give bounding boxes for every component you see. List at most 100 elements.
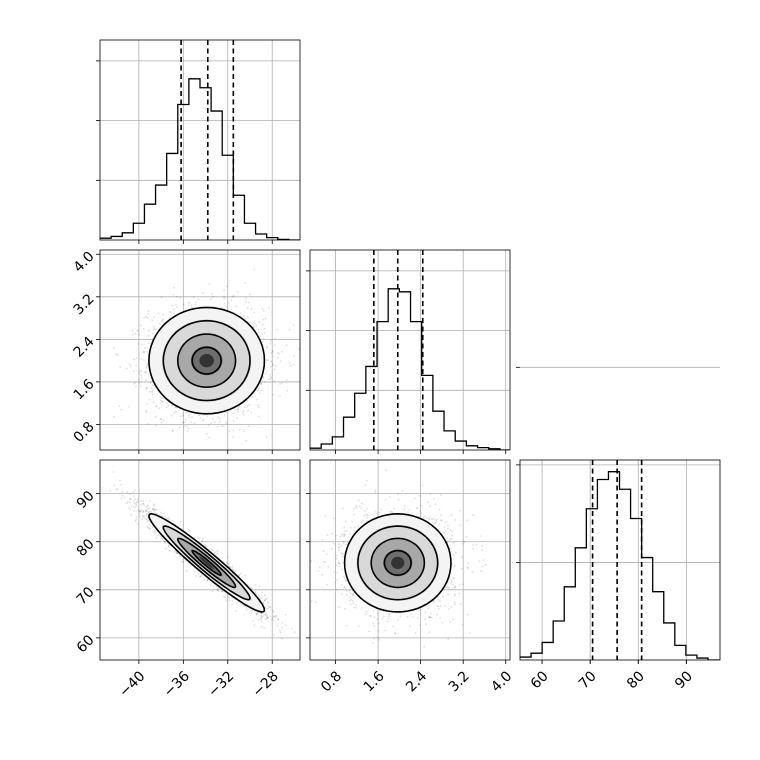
sample-point bbox=[134, 332, 137, 335]
sample-point bbox=[149, 381, 152, 384]
sample-point bbox=[183, 425, 186, 428]
sample-point bbox=[235, 305, 238, 308]
scatter-a-frame bbox=[99, 249, 301, 451]
sample-point bbox=[244, 406, 246, 409]
sample-point bbox=[292, 363, 295, 366]
sample-point bbox=[236, 408, 239, 411]
sample-point bbox=[140, 370, 143, 372]
sample-point bbox=[254, 590, 257, 593]
sample-point bbox=[147, 508, 149, 511]
sample-point bbox=[120, 483, 122, 486]
sample-point bbox=[148, 507, 151, 510]
sample-point bbox=[253, 311, 256, 314]
sample-point bbox=[188, 416, 191, 419]
sample-point bbox=[267, 607, 269, 610]
sample-point bbox=[146, 363, 149, 365]
sample-point bbox=[158, 322, 161, 325]
sample-point bbox=[263, 599, 266, 602]
sample-point bbox=[257, 389, 259, 392]
sample-point bbox=[241, 412, 244, 414]
sample-point bbox=[272, 380, 275, 382]
sample-point bbox=[263, 599, 266, 602]
sample-point bbox=[270, 376, 273, 379]
sample-point bbox=[134, 385, 137, 388]
sample-point bbox=[173, 551, 176, 553]
sample-point bbox=[277, 352, 280, 355]
sample-point bbox=[234, 569, 237, 572]
sample-point bbox=[200, 575, 203, 577]
sample-point bbox=[181, 412, 184, 415]
sample-point bbox=[255, 324, 258, 327]
sample-point bbox=[121, 494, 124, 497]
sample-point bbox=[143, 350, 145, 353]
sample-point bbox=[269, 606, 272, 609]
sample-point bbox=[148, 329, 150, 332]
sample-point bbox=[139, 385, 142, 388]
sample-point bbox=[155, 405, 157, 408]
sample-point bbox=[139, 324, 142, 327]
sample-point bbox=[162, 321, 165, 324]
sample-point bbox=[151, 391, 154, 393]
sample-point bbox=[190, 304, 193, 306]
sample-point bbox=[269, 342, 272, 345]
sample-point bbox=[167, 404, 170, 407]
sample-point bbox=[162, 318, 164, 321]
sample-point bbox=[187, 301, 190, 304]
sample-point bbox=[149, 390, 151, 393]
sample-point bbox=[101, 487, 104, 489]
sample-point bbox=[266, 615, 268, 617]
hist-panel-0 bbox=[100, 40, 300, 240]
sample-point bbox=[162, 400, 164, 403]
sample-point bbox=[151, 319, 154, 322]
sample-point bbox=[246, 404, 249, 407]
sample-point bbox=[261, 323, 264, 326]
sample-point bbox=[230, 299, 233, 302]
sample-point bbox=[156, 534, 159, 537]
sample-point bbox=[168, 550, 171, 552]
sample-point bbox=[166, 401, 169, 404]
sample-point bbox=[129, 508, 132, 510]
histogram-step bbox=[100, 78, 300, 240]
sample-point bbox=[275, 615, 278, 618]
sample-point bbox=[261, 308, 264, 310]
sample-point bbox=[168, 310, 171, 313]
sample-point bbox=[153, 316, 156, 318]
sample-point bbox=[269, 373, 272, 376]
sample-point bbox=[254, 610, 256, 613]
sample-point bbox=[146, 505, 148, 507]
sample-point bbox=[239, 603, 242, 605]
sample-point bbox=[172, 519, 174, 522]
sample-point bbox=[266, 359, 268, 361]
sample-point bbox=[138, 370, 141, 372]
sample-point bbox=[270, 340, 273, 342]
sample-point bbox=[267, 359, 269, 362]
sample-point bbox=[255, 612, 258, 615]
sample-point bbox=[187, 530, 190, 533]
sample-point bbox=[265, 436, 268, 439]
hist-2-frame bbox=[519, 459, 721, 661]
sample-point bbox=[160, 320, 163, 323]
sample-point bbox=[246, 583, 249, 586]
sample-point bbox=[244, 282, 246, 284]
sample-point bbox=[224, 296, 226, 298]
sample-point bbox=[154, 415, 157, 418]
sample-point bbox=[257, 328, 260, 331]
sample-point bbox=[257, 406, 260, 409]
sample-point bbox=[231, 603, 233, 606]
sample-point bbox=[280, 382, 283, 384]
sample-point bbox=[216, 426, 219, 428]
sample-point bbox=[147, 504, 149, 507]
sample-point bbox=[232, 568, 234, 571]
sample-point bbox=[185, 418, 187, 421]
sample-point bbox=[152, 389, 155, 392]
sample-point bbox=[248, 425, 250, 427]
sample-point bbox=[288, 362, 291, 364]
sample-point bbox=[274, 365, 277, 367]
sample-point bbox=[153, 328, 156, 331]
sample-point bbox=[116, 487, 119, 490]
sample-point bbox=[243, 315, 245, 318]
sample-point bbox=[131, 329, 134, 332]
sample-point bbox=[142, 328, 145, 330]
sample-point bbox=[182, 421, 184, 424]
sample-point bbox=[276, 624, 279, 627]
